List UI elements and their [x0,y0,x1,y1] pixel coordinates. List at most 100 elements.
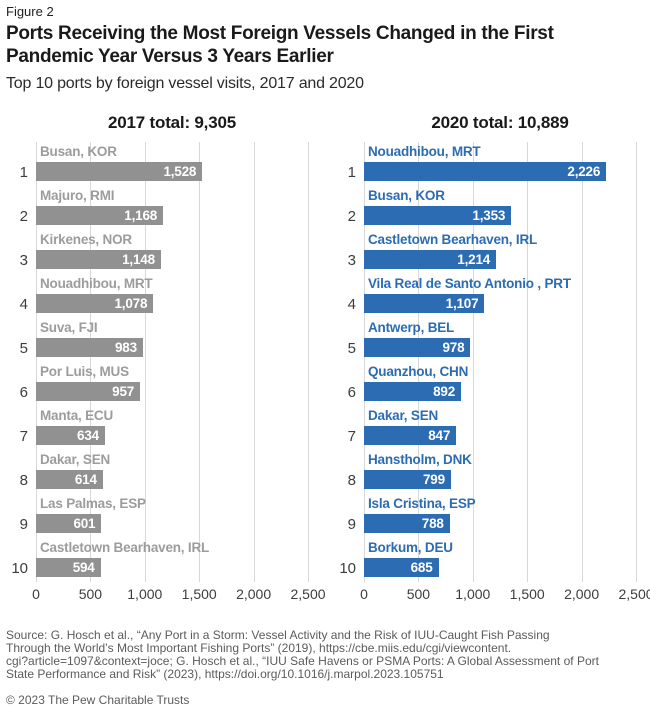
port-label: Castletown Bearhaven, IRL [40,540,210,555]
rank-label: 6 [19,384,28,401]
chart-2020-x-axis: 0 500 1,000 1,500 2,000 2,500 [360,586,650,604]
port-label: Busan, KOR [40,144,117,159]
bar-value: 1,353 [472,208,506,223]
bar-row: 1 Busan, KOR 1,528 [20,142,308,186]
gridline [418,142,420,582]
chart-subtitle: Top 10 ports by foreign vessel visits, 2… [6,75,364,92]
port-label: Castletown Bearhaven, IRL [368,232,538,247]
port-label: Suva, FJI [40,320,98,335]
bar-row: 3 Kirkenes, NOR 1,148 [20,230,308,274]
bar-value: 978 [442,340,465,355]
figure-number: Figure 2 [6,4,54,19]
chart-2017-title: 2017 total: 9,305 [108,113,236,132]
bar: 892 [364,382,462,401]
bar-value: 601 [73,516,96,531]
bar: 957 [36,382,141,401]
bar-row: 1 Nouadhibou, MRT 2,226 [348,142,636,186]
x-tick-label: 2,000 [564,586,600,602]
rank-label: 1 [347,164,356,181]
rank-label: 3 [347,252,356,269]
title-line-1: Ports Receiving the Most Foreign Vessels… [6,23,554,44]
bar-row: 7 Dakar, SEN 847 [348,406,636,450]
x-tick-label: 0 [32,586,40,602]
bar: 685 [364,558,439,577]
rank-label: 5 [347,340,356,357]
chart-2017-x-axis: 0 500 1,000 1,500 2,000 2,500 [32,586,325,604]
source-note: Source: G. Hosch et al., “Any Port in a … [6,629,642,681]
bar-value: 1,168 [124,208,158,223]
x-tick-label: 1,500 [509,586,545,602]
bar-value: 634 [77,428,99,443]
bar-value: 983 [115,340,137,355]
port-label: Majuro, RMI [40,188,115,203]
rank-label: 4 [347,296,356,313]
x-tick-label: 500 [406,586,431,602]
port-label: Quanzhou, CHN [368,364,469,379]
bar-value: 1,214 [457,252,491,267]
port-label: Antwerp, BEL [368,320,455,335]
source-line: State Performance and Risk” (2023), http… [6,667,444,681]
chart-2017-plot-area: 1 Busan, KOR 1,528 2 Majuro, RMI 1,168 3 Kirken… [11,142,309,582]
bar-value: 892 [433,384,456,399]
x-tick-label: 1,000 [127,586,163,602]
bar: 1,078 [36,294,154,313]
bar-row: 8 Dakar, SEN 614 [20,450,308,494]
source-line: cgi?article=1097&context=joce; G. Hosch … [6,654,599,668]
port-label: Las Palmas, ESP [40,496,146,511]
x-tick-label: 1,000 [455,586,491,602]
port-label: Hanstholm, DNK [368,452,472,467]
bar: 1,107 [364,294,485,313]
bar: 847 [364,426,457,445]
rank-label: 9 [19,516,28,533]
x-tick-label: 500 [78,586,103,602]
bar-row: 8 Hanstholm, DNK 799 [348,450,636,494]
port-label: Dakar, SEN [368,408,439,423]
bar-value: 1,107 [445,296,479,311]
bar: 1,168 [36,206,164,225]
port-label: Busan, KOR [368,188,445,203]
chart-2020-title: 2020 total: 10,889 [431,113,569,132]
bar: 2,226 [364,162,607,181]
bar-row: 3 Castletown Bearhaven, IRL 1,214 [348,230,636,274]
bar-row: 9 Las Palmas, ESP 601 [20,494,308,538]
bar: 634 [36,426,105,445]
rank-label: 8 [19,472,28,489]
bar: 601 [36,514,102,533]
bar-row: 10 Castletown Bearhaven, IRL 594 [11,538,308,582]
bar: 1,148 [36,250,161,269]
bar-row: 5 Antwerp, BEL 978 [348,318,636,362]
x-tick-label: 2,000 [236,586,272,602]
bar-value: 1,148 [122,252,155,267]
rank-label: 7 [347,428,356,445]
port-label: Dakar, SEN [40,452,111,467]
port-label: Nouadhibou, MRT [40,276,153,291]
gridline [144,142,146,582]
source-line: Through the World’s Most Important Fishi… [6,641,512,655]
rank-label: 1 [19,164,28,181]
charts-container: 2017 total: 9,305 1 Busan, KOR 1,528 2 Majur… [6,113,650,604]
rank-label: 10 [11,560,28,577]
bar-value: 614 [74,472,97,487]
bar-row: 4 Vila Real de Santo Antonio , PRT 1,107 [348,274,636,318]
bar-row: 4 Nouadhibou, MRT 1,078 [20,274,308,318]
bar-row: 6 Por Luis, MUS 957 [20,362,308,406]
bar: 614 [36,470,103,489]
rank-label: 4 [19,296,28,313]
rank-label: 6 [347,384,356,401]
bar-row: 2 Busan, KOR 1,353 [348,186,636,230]
bar-value: 1,528 [163,164,197,179]
bar-row: 2 Majuro, RMI 1,168 [20,186,308,230]
port-label: Vila Real de Santo Antonio , PRT [368,276,571,291]
title-line-2: Pandemic Year Versus 3 Years Earlier [6,46,334,67]
port-label: Borkum, DEU [368,540,453,555]
bar: 978 [364,338,471,357]
page-title: Ports Receiving the Most Foreign Vessels… [6,22,642,68]
port-label: Isla Cristina, ESP [368,496,476,511]
bar-value: 2,226 [567,164,601,179]
rank-label: 3 [19,252,28,269]
port-label: Manta, ECU [40,408,114,423]
bar-value: 1,078 [114,296,148,311]
rank-label: 5 [19,340,28,357]
bar-row: 10 Borkum, DEU 685 [339,538,636,582]
